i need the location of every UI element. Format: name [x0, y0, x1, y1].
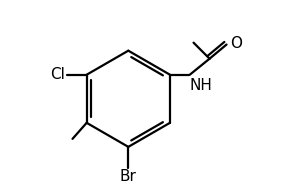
Text: Br: Br: [120, 169, 137, 184]
Text: Cl: Cl: [50, 67, 65, 82]
Text: NH: NH: [190, 78, 213, 93]
Text: O: O: [230, 36, 242, 51]
